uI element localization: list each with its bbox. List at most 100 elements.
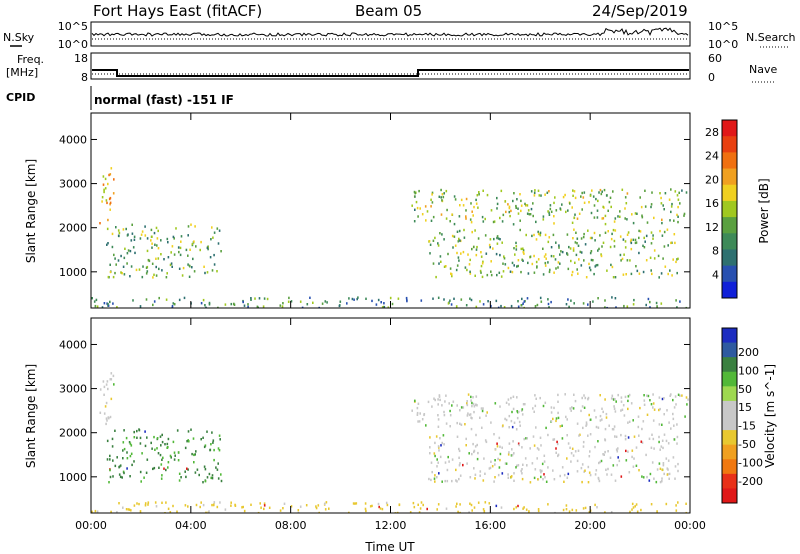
- scatter-cell: [475, 202, 478, 205]
- scatter-cell: [588, 511, 591, 513]
- scatter-cell: [613, 405, 615, 408]
- scatter-cell: [122, 441, 125, 444]
- scatter-cell: [471, 230, 473, 234]
- scatter-cell: [630, 247, 633, 251]
- scatter-cell: [257, 511, 260, 513]
- scatter-cell: [602, 205, 604, 209]
- scatter-cell: [567, 298, 569, 301]
- scatter-cell: [443, 410, 445, 414]
- scatter-cell: [624, 240, 627, 243]
- scatter-cell: [636, 269, 639, 273]
- scatter-cell: [445, 265, 447, 268]
- scatter-cell: [91, 297, 93, 300]
- scatter-cell: [217, 242, 220, 245]
- scatter-cell: [318, 306, 320, 308]
- scatter-cell: [501, 446, 503, 449]
- scatter-cell: [458, 237, 460, 241]
- scatter-cell: [99, 388, 102, 391]
- scatter-cell: [476, 194, 479, 197]
- colorbar-swatch: [722, 184, 737, 202]
- scatter-cell: [569, 202, 571, 205]
- scatter-cell: [122, 506, 124, 509]
- scatter-cell: [348, 511, 350, 513]
- scatter-cell: [537, 258, 540, 261]
- scatter-cell: [503, 257, 506, 260]
- scatter-cell: [674, 465, 677, 468]
- scatter-cell: [114, 271, 116, 275]
- scatter-cell: [496, 236, 498, 240]
- scatter-cell: [600, 192, 603, 196]
- scatter-cell: [513, 507, 515, 511]
- scatter-cell: [158, 466, 160, 469]
- colorbar-swatch: [722, 328, 737, 344]
- scatter-cell: [178, 267, 181, 270]
- scatter-cell: [582, 507, 585, 510]
- scatter-cell: [653, 257, 656, 260]
- scatter-cell: [653, 408, 656, 411]
- scatter-cell: [571, 270, 574, 274]
- scatter-cell: [436, 465, 438, 468]
- scatter-cell: [627, 395, 630, 398]
- scatter-cell: [438, 195, 441, 198]
- scatter-cell: [101, 200, 103, 203]
- scatter-cell: [572, 249, 575, 252]
- scatter-cell: [126, 252, 129, 255]
- scatter-cell: [649, 306, 651, 308]
- scatter-cell: [99, 411, 102, 414]
- scatter-cell: [99, 222, 101, 225]
- scatter-cell: [448, 460, 450, 463]
- scatter-cell: [552, 469, 554, 472]
- scatter-cell: [469, 258, 471, 262]
- scatter-cell: [502, 270, 505, 273]
- scatter-cell: [435, 275, 437, 279]
- scatter-cell: [490, 304, 492, 308]
- scatter-cell: [627, 231, 630, 234]
- scatter-cell: [144, 234, 147, 237]
- scatter-cell: [130, 452, 133, 455]
- scatter-cell: [134, 251, 136, 255]
- scatter-cell: [512, 407, 515, 411]
- scatter-cell: [519, 424, 521, 427]
- scatter-cell: [489, 238, 492, 241]
- scatter-cell: [490, 260, 492, 263]
- scatter-cell: [133, 436, 136, 439]
- scatter-cell: [130, 239, 133, 242]
- scatter-cell: [114, 464, 117, 468]
- freq-left-tick-high: 18: [74, 52, 88, 65]
- scatter-cell: [139, 237, 142, 240]
- scatter-cell: [557, 400, 559, 403]
- scatter-cell: [547, 240, 550, 244]
- scatter-cell: [459, 462, 461, 465]
- scatter-cell: [582, 235, 585, 239]
- scatter-cell: [96, 510, 99, 513]
- scatter-cell: [491, 465, 494, 468]
- scatter-cell: [524, 403, 526, 406]
- scatter-cell: [146, 249, 149, 253]
- scatter-cell: [473, 467, 475, 470]
- scatter-cell: [165, 468, 167, 472]
- scatter-cell: [652, 437, 655, 441]
- scatter-cell: [493, 480, 495, 483]
- scatter-cell: [530, 207, 533, 211]
- scatter-cell: [451, 274, 453, 278]
- scatter-cell: [449, 220, 451, 223]
- scatter-cell: [634, 505, 636, 508]
- scatter-cell: [130, 509, 132, 512]
- scatter-cell: [659, 407, 661, 411]
- scatter-cell: [517, 504, 519, 508]
- scatter-cell: [305, 504, 308, 507]
- scatter-cell: [287, 300, 290, 303]
- scatter-cell: [176, 429, 179, 432]
- scatter-cell: [434, 480, 436, 483]
- scatter-cell: [431, 191, 434, 194]
- scatter-cell: [375, 303, 378, 306]
- scatter-cell: [614, 297, 617, 300]
- scatter-cell: [117, 229, 120, 232]
- scatter-cell: [500, 189, 503, 193]
- scatter-cell: [444, 461, 447, 464]
- scatter-cell: [94, 304, 97, 308]
- scatter-cell: [516, 464, 518, 467]
- scatter-cell: [633, 435, 636, 438]
- scatter-cell: [471, 417, 473, 420]
